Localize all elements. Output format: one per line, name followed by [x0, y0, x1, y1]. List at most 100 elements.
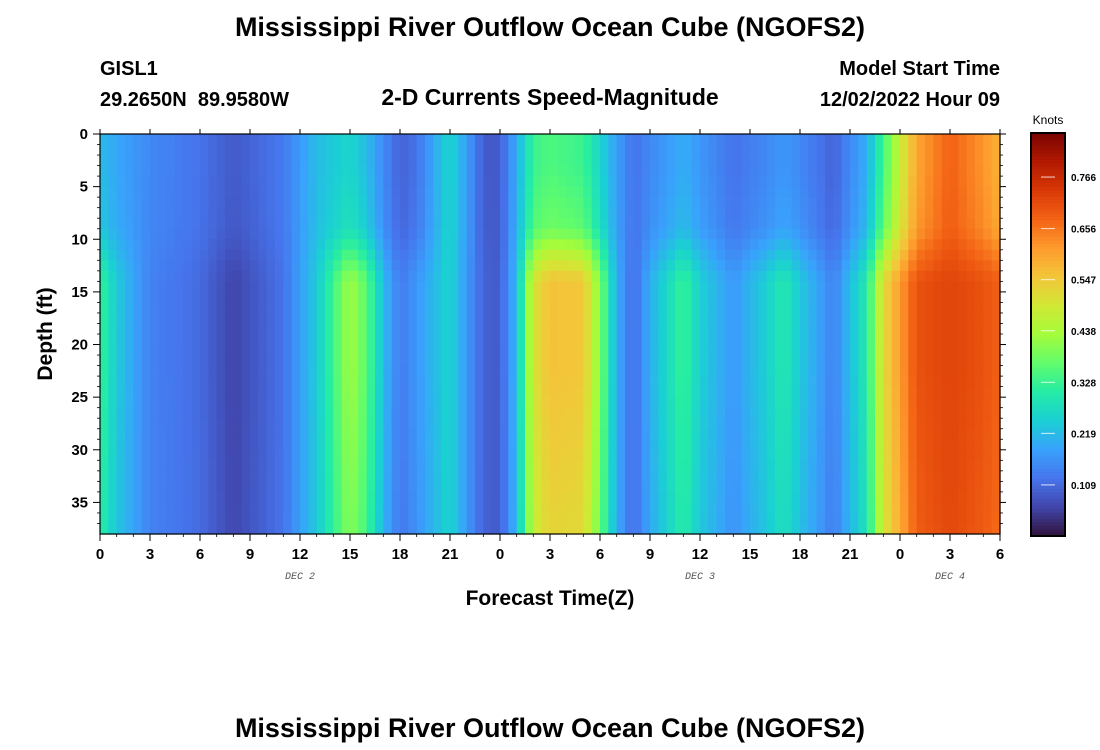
- heatmap-cell: [791, 365, 801, 377]
- heatmap-cell: [183, 249, 193, 261]
- heatmap-cell: [941, 218, 951, 230]
- heatmap-cell: [833, 407, 843, 419]
- heatmap-cell: [450, 155, 459, 167]
- heatmap-cell: [883, 323, 893, 335]
- heatmap-cell: [850, 491, 859, 504]
- heatmap-cell: [625, 502, 634, 514]
- heatmap-cell: [575, 155, 584, 167]
- heatmap-cell: [691, 291, 701, 304]
- heatmap-cell: [708, 239, 718, 251]
- heatmap-cell: [366, 449, 376, 461]
- heatmap-cell: [258, 291, 268, 304]
- heatmap-cell: [941, 186, 951, 198]
- heatmap-cell: [441, 418, 451, 430]
- heatmap-cell: [366, 186, 376, 198]
- heatmap-cell: [341, 228, 351, 240]
- heatmap-cell: [108, 281, 118, 293]
- heatmap-cell: [808, 376, 818, 388]
- heatmap-cell: [633, 334, 643, 346]
- heatmap-cell: [416, 228, 426, 240]
- heatmap-cell: [266, 334, 276, 346]
- heatmap-cell: [991, 460, 1001, 472]
- heatmap-cell: [933, 439, 943, 451]
- heatmap-cell: [841, 249, 851, 261]
- heatmap-cell: [225, 165, 234, 177]
- heatmap-cell: [566, 239, 576, 251]
- heatmap-cell: [391, 502, 401, 514]
- colorbar-segment: [1031, 428, 1065, 433]
- heatmap-cell: [666, 323, 676, 335]
- heatmap-cell: [150, 218, 159, 230]
- heatmap-cell: [650, 481, 659, 493]
- heatmap-cell: [100, 218, 109, 230]
- heatmap-cell: [975, 249, 984, 261]
- heatmap-cell: [866, 512, 876, 525]
- heatmap-cell: [975, 270, 984, 282]
- heatmap-cell: [675, 470, 684, 482]
- heatmap-cell: [108, 365, 118, 377]
- heatmap-cell: [291, 376, 301, 388]
- heatmap-cell: [141, 428, 151, 440]
- heatmap-cell: [491, 207, 501, 219]
- heatmap-cell: [741, 165, 751, 177]
- heatmap-cell: [191, 165, 201, 177]
- heatmap-cell: [950, 176, 959, 188]
- heatmap-cell: [291, 512, 301, 525]
- heatmap-cell: [225, 386, 234, 398]
- heatmap-cell: [783, 386, 793, 398]
- heatmap-cell: [758, 397, 768, 409]
- heatmap-cell: [225, 439, 234, 451]
- heatmap-cell: [850, 249, 859, 261]
- heatmap-cell: [741, 239, 751, 251]
- heatmap-cell: [458, 144, 468, 156]
- colorbar-segment: [1031, 361, 1065, 366]
- heatmap-cell: [633, 376, 643, 388]
- heatmap-cell: [708, 386, 718, 398]
- colorbar-segment: [1031, 475, 1065, 480]
- heatmap-cell: [616, 291, 626, 304]
- heatmap-cell: [175, 418, 184, 430]
- heatmap-cell: [416, 197, 426, 209]
- heatmap-cell: [100, 134, 109, 146]
- heatmap-cell: [708, 407, 718, 419]
- heatmap-cell: [516, 365, 526, 377]
- heatmap-cell: [825, 176, 834, 188]
- heatmap-cell: [400, 491, 409, 504]
- heatmap-cell: [916, 312, 926, 325]
- heatmap-cell: [150, 165, 159, 177]
- colorbar-segment: [1031, 512, 1065, 517]
- heatmap-cell: [325, 470, 334, 482]
- heatmap-cell: [200, 176, 209, 188]
- heatmap-cell: [508, 249, 518, 261]
- heatmap-cell: [733, 397, 743, 409]
- heatmap-cell: [383, 186, 393, 198]
- heatmap-cell: [216, 481, 226, 493]
- heatmap-cell: [216, 291, 226, 304]
- heatmap-cell: [666, 481, 676, 493]
- heatmap-cell: [275, 176, 284, 188]
- heatmap-cell: [766, 428, 776, 440]
- heatmap-cell: [916, 365, 926, 377]
- heatmap-cell: [558, 491, 568, 504]
- heatmap-cell: [550, 344, 559, 356]
- heatmap-cell: [833, 502, 843, 514]
- heatmap-cell: [366, 523, 376, 535]
- heatmap-cell: [408, 249, 418, 261]
- heatmap-cell: [191, 397, 201, 409]
- heatmap-cell: [858, 439, 868, 451]
- heatmap-cell: [425, 260, 434, 272]
- heatmap-cell: [416, 512, 426, 525]
- heatmap-cell: [900, 165, 909, 177]
- heatmap-cell: [325, 502, 334, 514]
- heatmap-cell: [283, 165, 293, 177]
- heatmap-cell: [158, 407, 168, 419]
- heatmap-cell: [300, 344, 309, 356]
- heatmap-cell: [783, 523, 793, 535]
- heatmap-cell: [316, 365, 326, 377]
- heatmap-cell: [191, 470, 201, 482]
- heatmap-cell: [733, 218, 743, 230]
- heatmap-cell: [600, 176, 609, 188]
- heatmap-cell: [575, 218, 584, 230]
- heatmap-cell: [541, 186, 551, 198]
- heatmap-cell: [191, 428, 201, 440]
